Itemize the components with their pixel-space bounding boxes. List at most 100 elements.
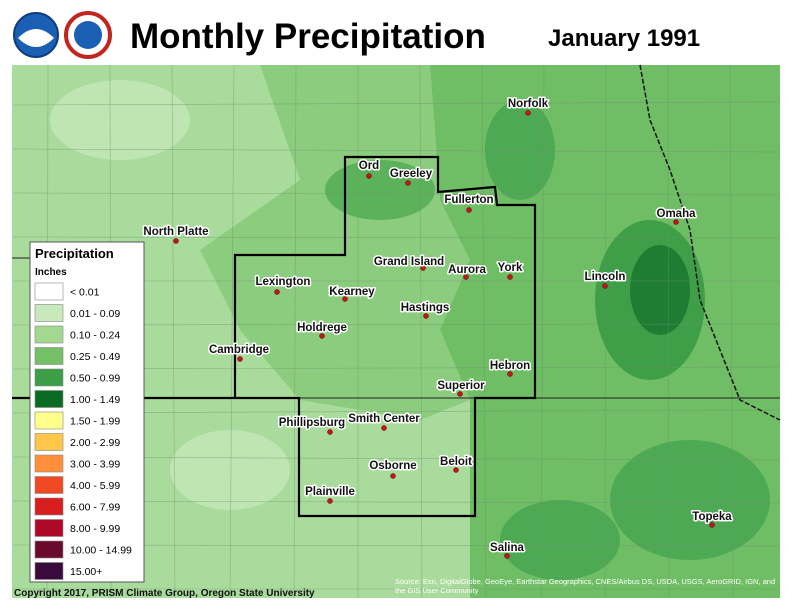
city-label: Beloit <box>440 456 472 468</box>
legend-swatch <box>34 476 64 494</box>
city-label: North Platte <box>143 226 208 238</box>
legend-swatch <box>34 519 64 537</box>
city-dot <box>709 522 715 528</box>
city-layer: Norfolk Ord Greeley Fullerton Omaha North Pla… <box>142 97 734 559</box>
city-dot <box>466 207 472 213</box>
city-dot <box>602 283 608 289</box>
city-dot <box>507 274 513 280</box>
map-wet-area <box>325 160 435 220</box>
legend-label: 10.00 - 14.99 <box>70 545 132 557</box>
subtitle: January 1991 <box>548 25 700 52</box>
legend-units: Inches <box>35 267 67 278</box>
city-label: Osborne <box>369 460 416 472</box>
map-dry-area <box>50 80 190 160</box>
city-label: Grand Island <box>374 256 444 268</box>
legend-swatch <box>34 282 64 301</box>
city-dot <box>327 429 333 435</box>
city-label: Hebron <box>490 360 530 372</box>
city-dot <box>381 425 387 431</box>
legend-swatch <box>34 497 64 516</box>
title: Monthly Precipitation <box>130 17 486 56</box>
city-label: Kearney <box>329 286 375 298</box>
city-dot <box>504 553 510 559</box>
city-label: Smith Center <box>348 413 420 425</box>
city-dot <box>405 180 411 186</box>
county-line <box>293 64 297 599</box>
city-dot <box>274 289 280 295</box>
city-dot <box>342 296 348 302</box>
city-dot <box>366 173 372 179</box>
city-label: Lincoln <box>585 271 626 283</box>
city-label: Topeka <box>692 511 732 523</box>
legend: Precipitation Inches < 0.01 0.01 - 0.09 0.… <box>29 241 145 583</box>
legend-label: 6.00 - 7.99 <box>70 502 120 514</box>
city-dot <box>453 467 459 473</box>
city-label: Salina <box>490 542 524 554</box>
map-wettest-area <box>630 245 690 335</box>
city-label: Aurora <box>448 264 486 276</box>
legend-swatch <box>34 347 64 365</box>
city-dot <box>319 333 325 339</box>
city-label: Omaha <box>657 208 697 220</box>
legend-label: 1.00 - 1.49 <box>70 394 120 406</box>
city-label: Fullerton <box>444 194 493 206</box>
legend-swatch <box>34 562 64 580</box>
legend-swatch <box>34 390 64 408</box>
legend-swatch <box>34 304 64 322</box>
city-dot <box>237 356 243 362</box>
city-dot <box>463 274 469 280</box>
nws-logo-center <box>74 21 102 49</box>
county-line <box>540 64 545 599</box>
city-label: Lexington <box>256 276 311 288</box>
city-label: Plainville <box>305 486 355 498</box>
county-line <box>11 101 781 106</box>
legend-label: 15.00+ <box>70 566 102 578</box>
city-dot <box>390 473 396 479</box>
city-dot <box>525 110 531 116</box>
city-label: Greeley <box>390 168 433 180</box>
legend-label: 2.00 - 2.99 <box>70 437 120 449</box>
source-box: Source: Esri, DigitalGlobe, GeoEye, Eart… <box>395 577 776 595</box>
city-label: York <box>498 262 523 274</box>
copyright: Copyright 2017, PRISM Climate Group, Ore… <box>14 588 315 599</box>
legend-title: Precipitation <box>35 246 114 261</box>
county-line <box>419 64 423 599</box>
legend-label: 8.00 - 9.99 <box>70 523 120 535</box>
legend-label: < 0.01 <box>70 287 100 299</box>
city-label: Cambridge <box>209 344 269 356</box>
source: Source: Esri, DigitalGlobe, GeoEye, Eart… <box>395 577 776 595</box>
city-label: Ord <box>359 160 379 172</box>
legend-label: 0.25 - 0.49 <box>70 351 120 363</box>
legend-swatch <box>34 411 64 430</box>
map-dry-area <box>170 430 290 510</box>
county-line <box>604 64 607 599</box>
legend-swatch <box>34 325 64 344</box>
legend-swatch <box>34 540 64 559</box>
forecast-area-outline <box>12 155 537 518</box>
map-wet-area <box>485 100 555 200</box>
city-label: Hastings <box>401 302 450 314</box>
city-label: Holdrege <box>297 322 347 334</box>
legend-label: 0.50 - 0.99 <box>70 373 120 385</box>
legend-swatch <box>34 368 64 387</box>
city-dot <box>457 391 463 397</box>
map-moderate-region <box>200 65 470 420</box>
map-wet-area <box>610 440 770 560</box>
legend-swatch <box>34 433 64 451</box>
legend-label: 3.00 - 3.99 <box>70 459 120 471</box>
city-dot <box>673 219 679 225</box>
legend-label: 4.00 - 5.99 <box>70 480 120 492</box>
city-dot <box>507 371 513 377</box>
legend-label: 1.50 - 1.99 <box>70 416 120 428</box>
legend-label: 0.10 - 0.24 <box>70 330 120 342</box>
county-line <box>171 64 176 599</box>
county-line <box>11 236 781 239</box>
state-border-river <box>639 64 781 421</box>
county-line <box>11 148 781 153</box>
county-line <box>729 64 734 599</box>
city-label: Superior <box>437 380 485 392</box>
city-dot <box>173 238 179 244</box>
city-label: Phillipsburg <box>279 417 345 429</box>
city-dot <box>423 313 429 319</box>
